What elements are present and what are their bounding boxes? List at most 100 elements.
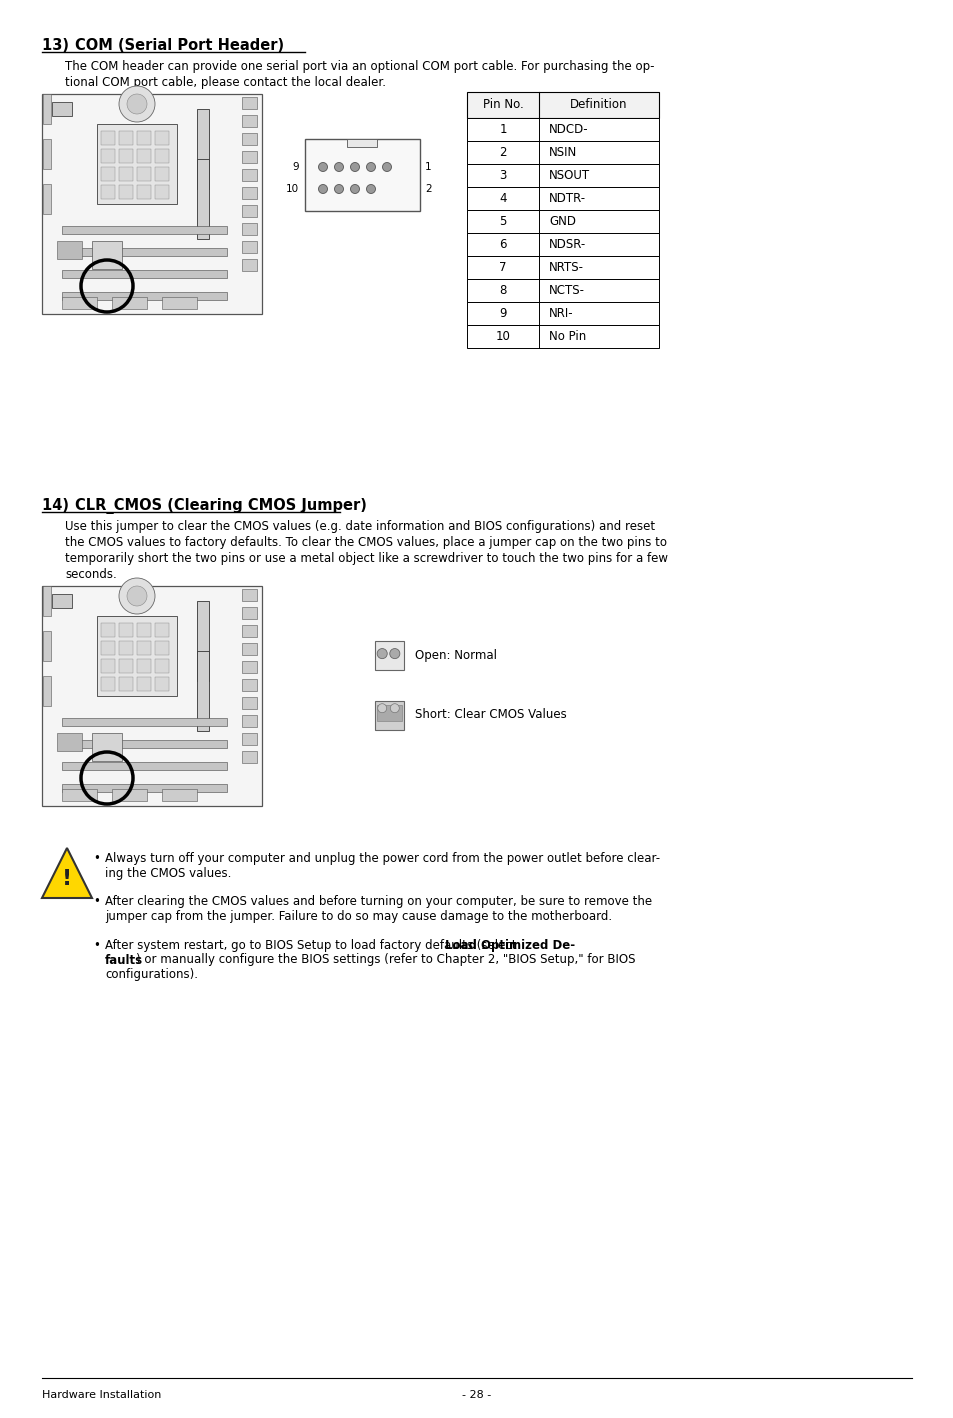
Bar	[467, 164, 659, 187]
Circle shape	[366, 184, 375, 193]
Bar	[119, 659, 132, 674]
Bar	[101, 167, 115, 182]
Circle shape	[119, 579, 154, 614]
Bar	[154, 641, 169, 655]
Bar	[112, 296, 147, 309]
Text: 1: 1	[424, 162, 431, 172]
Text: After system restart, go to BIOS Setup to load factory defaults (select: After system restart, go to BIOS Setup t…	[105, 939, 519, 951]
Bar	[467, 325, 659, 347]
Bar	[112, 788, 147, 801]
Bar	[242, 241, 256, 252]
Bar	[162, 788, 196, 801]
Circle shape	[318, 184, 327, 193]
Bar	[43, 184, 51, 214]
Bar	[242, 752, 256, 763]
Bar	[242, 206, 256, 217]
Circle shape	[318, 163, 327, 172]
Bar	[467, 210, 659, 233]
Text: 14): 14)	[42, 498, 79, 513]
Bar	[57, 241, 82, 259]
Bar	[43, 139, 51, 169]
Text: ) or manually configure the BIOS settings (refer to Chapter 2, "BIOS Setup," for: ) or manually configure the BIOS setting…	[135, 953, 635, 967]
Bar	[467, 257, 659, 279]
Text: - 28 -: - 28 -	[462, 1390, 491, 1400]
Bar	[137, 130, 151, 145]
Bar	[119, 130, 132, 145]
Bar	[97, 615, 177, 696]
Circle shape	[390, 703, 399, 713]
Bar	[101, 659, 115, 674]
Text: •: •	[92, 852, 100, 865]
Bar	[137, 184, 151, 199]
Bar	[91, 733, 122, 761]
Bar	[154, 149, 169, 163]
Text: configurations).: configurations).	[105, 968, 198, 981]
Text: The COM header can provide one serial port via an optional COM port cable. For p: The COM header can provide one serial po…	[65, 60, 654, 72]
Text: GND: GND	[548, 216, 576, 228]
Bar	[62, 761, 227, 770]
Bar	[467, 233, 659, 257]
Bar	[242, 259, 256, 271]
Text: Use this jumper to clear the CMOS values (e.g. date information and BIOS configu: Use this jumper to clear the CMOS values…	[65, 520, 655, 533]
Bar	[62, 269, 227, 278]
Bar	[62, 292, 227, 301]
Text: Pin No.: Pin No.	[482, 98, 523, 112]
Bar	[154, 623, 169, 637]
Text: 7: 7	[498, 261, 506, 274]
Circle shape	[376, 648, 387, 658]
Bar	[242, 607, 256, 620]
Bar	[154, 167, 169, 182]
Bar	[57, 733, 82, 752]
Text: 3: 3	[498, 169, 506, 182]
Text: NDSR-: NDSR-	[548, 238, 586, 251]
Bar	[119, 167, 132, 182]
Text: NDTR-: NDTR-	[548, 191, 585, 206]
Bar	[196, 159, 209, 240]
Bar	[242, 169, 256, 182]
Bar	[119, 676, 132, 691]
Bar	[467, 92, 659, 118]
Bar	[62, 248, 227, 257]
Bar	[154, 184, 169, 199]
Bar	[305, 139, 419, 211]
Bar	[43, 94, 51, 123]
Bar	[62, 784, 227, 793]
Bar	[137, 659, 151, 674]
Text: ing the CMOS values.: ing the CMOS values.	[105, 866, 232, 879]
Text: NSIN: NSIN	[548, 146, 577, 159]
Bar	[137, 641, 151, 655]
Bar	[196, 601, 209, 681]
Bar	[62, 788, 97, 801]
Bar	[375, 641, 403, 669]
Text: 2: 2	[424, 184, 431, 194]
Bar	[119, 623, 132, 637]
Bar	[242, 115, 256, 128]
Bar	[42, 586, 262, 805]
Circle shape	[119, 86, 154, 122]
Text: NDCD-: NDCD-	[548, 123, 588, 136]
Bar	[242, 588, 256, 601]
Text: NRI-: NRI-	[548, 308, 573, 320]
Text: tional COM port cable, please contact the local dealer.: tional COM port cable, please contact th…	[65, 77, 386, 89]
Bar	[137, 167, 151, 182]
Text: 10: 10	[495, 330, 510, 343]
Bar	[154, 130, 169, 145]
Text: Always turn off your computer and unplug the power cord from the power outlet be: Always turn off your computer and unplug…	[105, 852, 659, 865]
Bar	[154, 659, 169, 674]
Bar	[101, 130, 115, 145]
Bar	[43, 676, 51, 706]
Circle shape	[366, 163, 375, 172]
Text: the CMOS values to factory defaults. To clear the CMOS values, place a jumper ca: the CMOS values to factory defaults. To …	[65, 536, 666, 549]
Bar	[242, 223, 256, 235]
Bar	[119, 149, 132, 163]
Text: 8: 8	[498, 284, 506, 296]
Text: 13): 13)	[42, 38, 79, 52]
Text: No Pin: No Pin	[548, 330, 586, 343]
Bar	[43, 586, 51, 615]
Circle shape	[390, 648, 399, 658]
Bar	[42, 94, 262, 313]
Circle shape	[127, 586, 147, 605]
Bar	[467, 140, 659, 164]
Text: After clearing the CMOS values and before turning on your computer, be sure to r: After clearing the CMOS values and befor…	[105, 896, 652, 909]
Bar	[196, 651, 209, 732]
